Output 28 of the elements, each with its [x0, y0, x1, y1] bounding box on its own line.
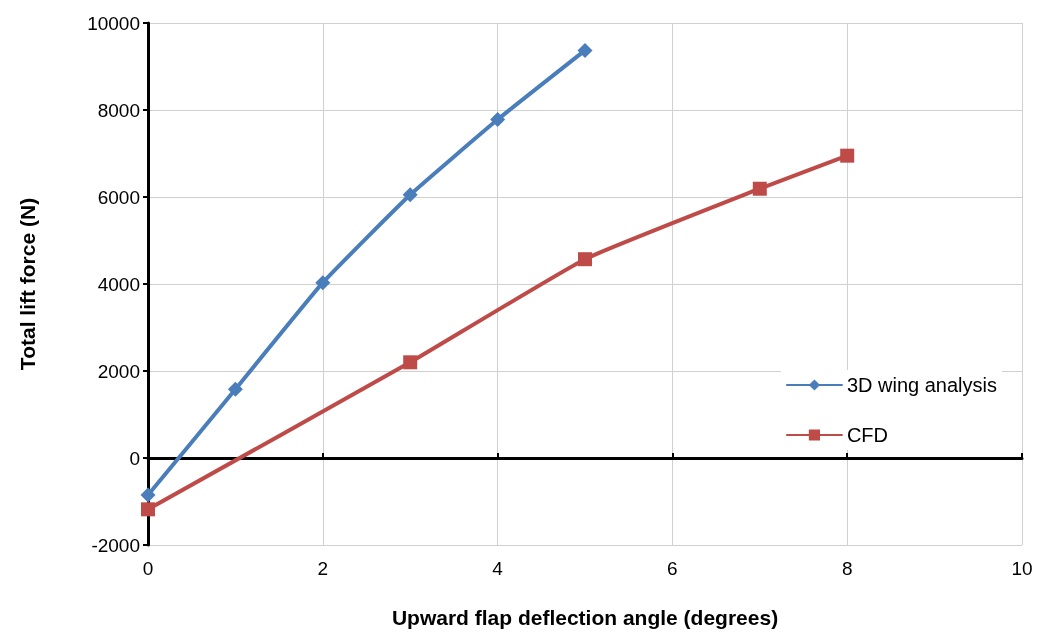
point: [402, 187, 418, 203]
x-tick-label: 6: [667, 558, 678, 579]
legend-label: 3D wing analysis: [846, 374, 998, 396]
point: [140, 487, 156, 503]
y-tick-label: 6000: [97, 186, 140, 208]
y-tick-label: 0: [129, 447, 140, 469]
y-tick-label: 8000: [97, 99, 140, 121]
x-tick-label: 10: [1011, 558, 1033, 579]
y-tick-label: 4000: [97, 273, 140, 295]
point: [227, 381, 243, 397]
x-tick-label: 8: [841, 558, 853, 579]
x-axis-title: Upward flap deflection angle (degrees): [391, 606, 779, 629]
point: [752, 181, 767, 196]
x-tick-label: 0: [142, 558, 154, 579]
point: [490, 112, 506, 128]
y-axis-title: Total lift force (N): [16, 197, 39, 371]
y-tick-label: -2000: [91, 534, 140, 556]
point: [403, 355, 418, 370]
legend-label: CFD: [846, 424, 889, 446]
point: [578, 252, 592, 267]
point: [315, 275, 331, 291]
point: [577, 42, 593, 58]
y-tick-label: 10000: [87, 12, 140, 34]
point: [141, 502, 155, 517]
y-tick-label: 2000: [97, 360, 140, 382]
x-tick-label: 2: [317, 558, 329, 579]
point: [840, 148, 855, 163]
x-tick-label: 4: [492, 558, 504, 579]
